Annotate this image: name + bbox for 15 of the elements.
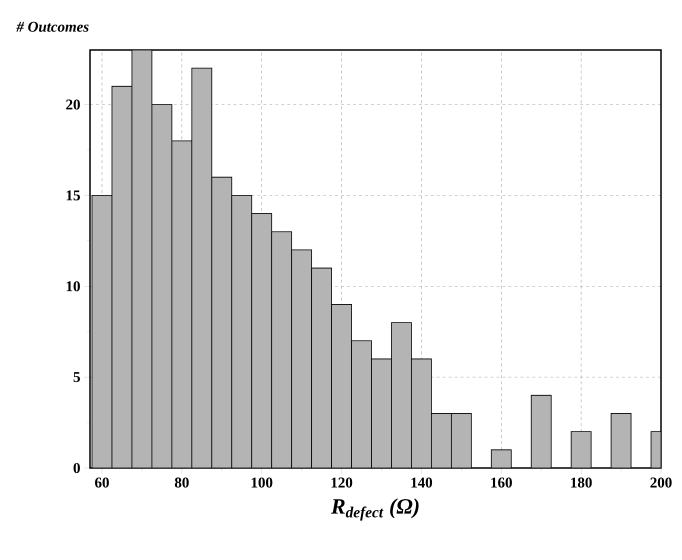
y-tick-label: 20: [66, 99, 80, 110]
x-tick-label: 140: [411, 478, 432, 488]
x-tick-label: 120: [332, 478, 352, 488]
x-tick-label: 60: [95, 478, 109, 488]
x-tick-label: 160: [491, 478, 512, 488]
x-tick-label: 80: [174, 478, 189, 488]
x-tick-label: 200: [650, 478, 672, 488]
x-tick-label: 100: [252, 478, 272, 488]
x-axis-title: R$_{defect}$ (Ω): [330, 498, 419, 521]
y-tick-label: 5: [74, 372, 80, 382]
y-tick-label: 10: [66, 281, 80, 292]
y-tick-label: 15: [66, 190, 80, 200]
y-axis-title: # Outcomes: [16, 22, 89, 32]
y-tick-label: 0: [74, 462, 80, 474]
x-tick-label: 180: [571, 478, 592, 488]
